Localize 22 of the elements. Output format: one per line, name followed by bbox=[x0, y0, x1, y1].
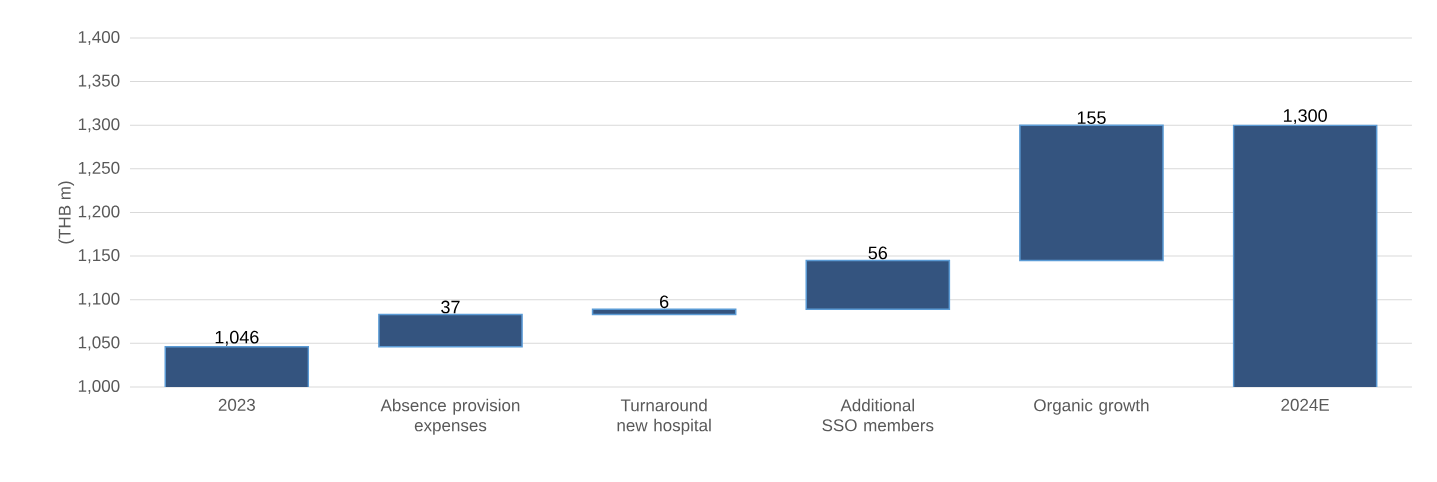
x-tick-label: Additional SSO members bbox=[822, 398, 934, 432]
data-label: 37 bbox=[441, 300, 460, 314]
y-tick-label: 1,200 bbox=[78, 205, 120, 220]
x-tick-label: 2023 bbox=[218, 398, 255, 411]
data-label: 6 bbox=[660, 295, 669, 309]
y-tick-label: 1,000 bbox=[78, 379, 120, 395]
y-tick-label: 1,150 bbox=[78, 249, 120, 264]
y-tick-label: 1,300 bbox=[78, 118, 120, 133]
x-tick-label: Turnaround new hospital bbox=[617, 398, 711, 435]
x-tick-label: Absence provision expenses bbox=[380, 398, 520, 435]
data-label: 1,300 bbox=[1283, 109, 1327, 125]
y-tick-label: 1,250 bbox=[78, 161, 120, 176]
y-tick-label: 1,350 bbox=[78, 74, 120, 89]
y-axis-title: (THB m) bbox=[58, 181, 75, 244]
y-tick-label: 1,400 bbox=[78, 30, 120, 46]
data-label: 155 bbox=[1077, 111, 1106, 125]
y-tick-label: 1,100 bbox=[78, 292, 120, 307]
y-tick-label: 1,050 bbox=[78, 336, 120, 351]
data-label: 56 bbox=[868, 246, 888, 260]
data-label: 1,046 bbox=[215, 330, 259, 346]
x-tick-label: Organic growth bbox=[1034, 398, 1149, 415]
x-tick-label: 2024E bbox=[1281, 398, 1329, 411]
